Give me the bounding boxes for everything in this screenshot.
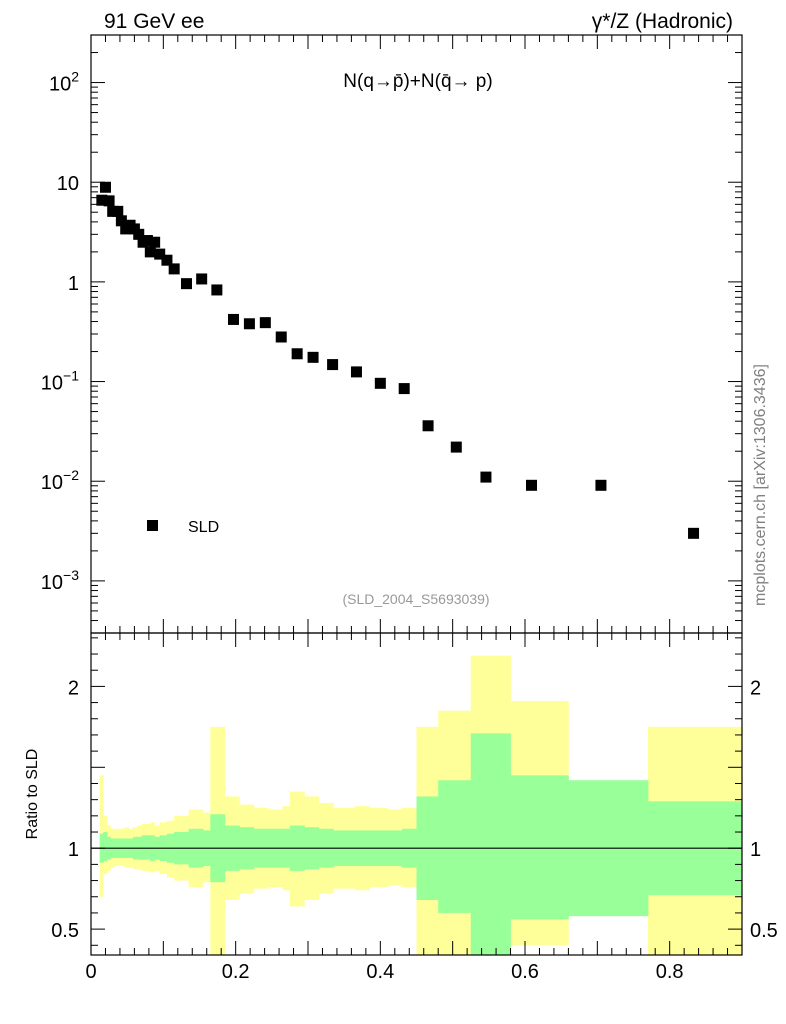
data-point [180,278,192,290]
data-point [161,254,173,266]
upper-y-tick-label: 10−3 [41,567,79,594]
upper-y-tick-label: 10 [57,173,79,195]
sld-data-points [96,181,700,539]
ratio-y-tick-label: 2 [68,677,79,699]
ratio-y-tick-label-right: 1 [750,839,761,861]
x-tick-label: 0.8 [656,961,684,983]
x-tick-labels: 0 0.2 0.4 0.6 0.8 [85,961,683,983]
ratio-x-ticks [90,633,743,955]
ratio-band-inner [103,832,108,862]
data-point [99,181,111,193]
plot-title: N(q→p̄)+N(q̄→ p) [343,71,492,92]
data-point [133,228,145,240]
x-tick-label: 0.4 [366,961,394,983]
data-point [144,246,156,258]
x-tick-label: 0.2 [222,961,250,983]
ratio-y-ticks [91,637,742,946]
ratio-y-axis-label: Ratio to SLD [24,749,41,840]
upper-y-tick-label: 10−2 [41,467,79,494]
ratio-band-inner [510,775,569,920]
data-point [227,313,239,325]
data-point [480,471,492,483]
data-point [291,348,303,360]
data-point [243,318,255,330]
analysis-label: (SLD_2004_S5693039) [342,591,489,607]
data-point [688,527,700,539]
ratio-band-inner [145,835,151,860]
ratio-plot-frame [90,632,743,956]
data-point [154,248,166,260]
data-point [595,479,607,491]
ratio-y-tick-label: 0.5 [51,920,79,942]
data-point [211,284,223,296]
ratio-y-tick-label-right: 2 [750,677,761,699]
ratio-band-inner [141,835,147,860]
data-point [149,236,161,248]
data-point [112,205,124,217]
data-point [259,317,271,329]
data-point [196,273,208,285]
data-point [96,194,108,206]
x-tick-label: 0 [85,961,96,983]
data-point [398,383,410,395]
data-point [450,441,462,453]
ratio-band-inner [438,780,472,913]
ratio-bands [99,655,743,955]
upper-y-tick-label: 1 [68,273,79,295]
upper-y-tick-label: 102 [49,69,79,96]
legend-label: SLD [188,519,219,536]
x-tick-label: 0.6 [511,961,539,983]
upper-x-ticks [90,35,743,633]
data-point [168,263,180,275]
header-left: 91 GeV ee [104,10,204,33]
data-point [275,331,287,343]
data-point [526,479,538,491]
legend-marker [147,520,158,531]
side-label: mcplots.cern.ch [arXiv:1306.3436] [752,364,769,606]
upper-y-ticks [91,34,742,634]
ratio-plot: 0.5 0.5 1 1 2 2 0 0.2 0.4 0.6 0.8 Ratio to SLD [24,632,778,983]
ratio-y-tick-label-right: 0.5 [750,920,778,942]
upper-y-tick-labels: 10−3 10−2 10−1 1 10 102 [41,69,79,594]
upper-plot-frame [90,34,743,634]
data-point [422,420,434,432]
ratio-band-inner [470,733,511,955]
data-point [374,377,386,389]
upper-y-tick-label: 10−1 [41,368,79,395]
ratio-y-tick-label: 1 [68,839,79,861]
data-point [350,366,362,378]
data-point [327,359,339,371]
ratio-y-tick-labels: 0.5 0.5 1 1 2 2 [51,677,778,942]
data-point [141,235,153,247]
data-point [115,215,127,227]
header-right: γ*/Z (Hadronic) [592,10,733,33]
data-point [103,195,115,207]
data-point [307,351,319,363]
